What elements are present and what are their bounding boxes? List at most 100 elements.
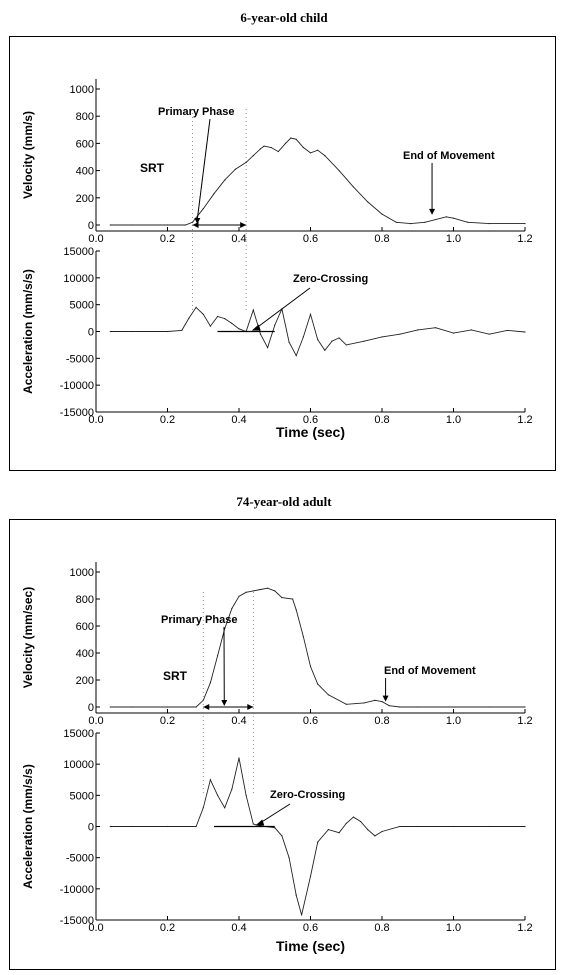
acceleration-0-y-tick-label: 5000 <box>70 300 94 312</box>
velocity-0-data-point <box>367 201 369 203</box>
primary-phase-leader <box>196 118 211 220</box>
velocity-0-y-tick-label: 400 <box>76 166 94 178</box>
velocity-0-x-tick-label: 1.2 <box>517 233 532 245</box>
acceleration-0-y-axis-label: Acceleration (mm/s/s) <box>21 269 35 394</box>
acceleration-1-y-tick-label: -15000 <box>60 915 94 927</box>
acceleration-0-data-point <box>252 309 254 311</box>
acceleration-1-y-axis-label: Acceleration (mm/s/s) <box>21 764 35 889</box>
acceleration-0-x-tick-label: 1.2 <box>517 414 532 426</box>
acceleration-1-x-tick-label: 1.0 <box>446 922 461 934</box>
acceleration-0-y-tick-label: 0 <box>88 327 94 339</box>
velocity-1-data-point <box>131 706 133 708</box>
velocity-1-x-tick-label: 1.0 <box>446 715 461 727</box>
primary-phase-leader-head <box>221 700 228 706</box>
acceleration-1-data-point <box>224 807 226 809</box>
acceleration-0-data-point <box>399 333 401 335</box>
velocity-1-x-tick-label: 0.0 <box>88 715 103 727</box>
velocity-1-data-point <box>195 706 197 708</box>
acceleration-0-data-point <box>195 306 197 308</box>
acceleration-0-x-tick-label: 1.0 <box>446 414 461 426</box>
primary-phase-arrowhead-right <box>240 222 247 228</box>
velocity-0-data-point <box>317 149 319 151</box>
velocity-1-x-tick-label: 0.2 <box>160 715 175 727</box>
velocity-0-data-point <box>263 145 265 147</box>
velocity-0-data-point <box>452 217 455 219</box>
velocity-1-data-point <box>374 699 376 701</box>
velocity-0-y-axis-label: Velocity (mm/s) <box>21 111 35 199</box>
velocity-1-x-tick-label: 0.6 <box>303 715 318 727</box>
acceleration-1-data-point <box>238 757 240 759</box>
velocity-1-data-point <box>295 609 297 611</box>
acceleration-1-data-point <box>345 822 347 824</box>
velocity-1-data-point <box>417 706 419 708</box>
velocity-0-x-tick-label: 1.0 <box>446 233 461 245</box>
acceleration-0-x-tick-label: 0.4 <box>231 414 246 426</box>
velocity-1-x-tick-label: 0.4 <box>231 715 246 727</box>
acceleration-1-series-line <box>110 757 525 916</box>
figure-title-child: 6-year-old child <box>240 10 328 25</box>
acceleration-1-data-point <box>166 825 169 828</box>
velocity-0-data-point <box>109 224 111 226</box>
acceleration-1-data-point <box>131 825 133 828</box>
acceleration-1-data-point <box>417 825 419 828</box>
acceleration-0-data-point <box>452 332 455 334</box>
acceleration-0-data-point <box>488 333 490 335</box>
velocity-0-data-point <box>290 137 292 139</box>
velocity-0-data-point <box>302 146 304 149</box>
primary-phase-arrowhead-left <box>192 222 199 228</box>
acceleration-0-data-point <box>524 331 526 333</box>
velocity-0-data-point <box>277 150 279 153</box>
chart-child: 0.0 0.2 0.4 0.6 0.8 1.0 1.2 0 200 400 600 800 1000 Ve… <box>21 79 533 440</box>
zero-crossing-label: Zero-Crossing <box>293 273 368 285</box>
chart-adult: 0.0 0.2 0.4 0.6 0.8 1.0 1.2 0 200 400 600 800 1000 Ve… <box>21 562 533 954</box>
velocity-0-data-point <box>184 224 186 226</box>
acceleration-1-data-point <box>374 835 376 837</box>
acceleration-1-y-tick-label: 10000 <box>63 759 94 771</box>
velocity-1-data-point <box>166 706 169 708</box>
acceleration-0-data-point <box>381 336 383 338</box>
velocity-0-data-point <box>524 223 526 225</box>
acceleration-1-x-tick-label: 0.6 <box>303 922 318 934</box>
velocity-0-data-point <box>270 146 272 149</box>
velocity-1-data-point <box>252 590 254 592</box>
velocity-1-data-point <box>327 694 329 696</box>
acceleration-1-data-point <box>288 857 290 859</box>
velocity-1-data-point <box>524 706 526 708</box>
velocity-1-data-point <box>381 701 383 703</box>
acceleration-0-data-point <box>302 336 304 338</box>
acceleration-1-data-point <box>452 825 455 828</box>
velocity-0-data-point <box>395 221 397 223</box>
velocity-0-y-tick-label: 200 <box>76 193 94 205</box>
acceleration-1-data-point <box>202 807 204 809</box>
acceleration-1-x-tick-label: 0.0 <box>88 922 103 934</box>
acceleration-0-data-point <box>417 329 419 331</box>
velocity-0-y-tick-label: 600 <box>76 138 94 150</box>
acceleration-0-x-tick-label: 0.2 <box>160 414 175 426</box>
acceleration-1-data-point <box>524 825 526 828</box>
velocity-1-data-point <box>245 591 247 593</box>
velocity-1-data-point <box>488 706 490 708</box>
velocity-0-data-point <box>381 213 383 215</box>
velocity-0-y-tick-label: 0 <box>88 220 94 232</box>
acceleration-1-y-tick-label: 15000 <box>63 728 94 740</box>
velocity-1-y-tick-label: 200 <box>76 675 94 687</box>
acceleration-0-data-point <box>166 330 169 333</box>
acceleration-1-data-point <box>399 825 401 828</box>
acceleration-0-data-point <box>309 313 312 315</box>
primary-phase-leader-head <box>194 218 201 224</box>
acceleration-1-data-point <box>327 829 329 831</box>
velocity-0-data-point <box>352 186 354 188</box>
acceleration-0-data-point <box>363 340 365 342</box>
acceleration-1-data-point <box>209 779 211 781</box>
acceleration-1-data-point <box>252 823 254 825</box>
acceleration-1-y-tick-label: -5000 <box>66 853 94 865</box>
velocity-0-data-point <box>410 223 412 225</box>
figure-title-adult: 74-year-old adult <box>236 494 332 509</box>
velocity-0-data-point <box>324 155 326 157</box>
velocity-1-data-point <box>267 587 269 589</box>
velocity-1-data-point <box>452 706 455 708</box>
panel-adult: 0.0 0.2 0.4 0.6 0.8 1.0 1.2 0 200 400 600 800 1000 Ve… <box>9 519 556 970</box>
velocity-0-x-tick-label: 0.6 <box>303 233 318 245</box>
velocity-0-data-point <box>259 148 262 150</box>
acceleration-0-x-tick-label: 0.6 <box>303 414 318 426</box>
